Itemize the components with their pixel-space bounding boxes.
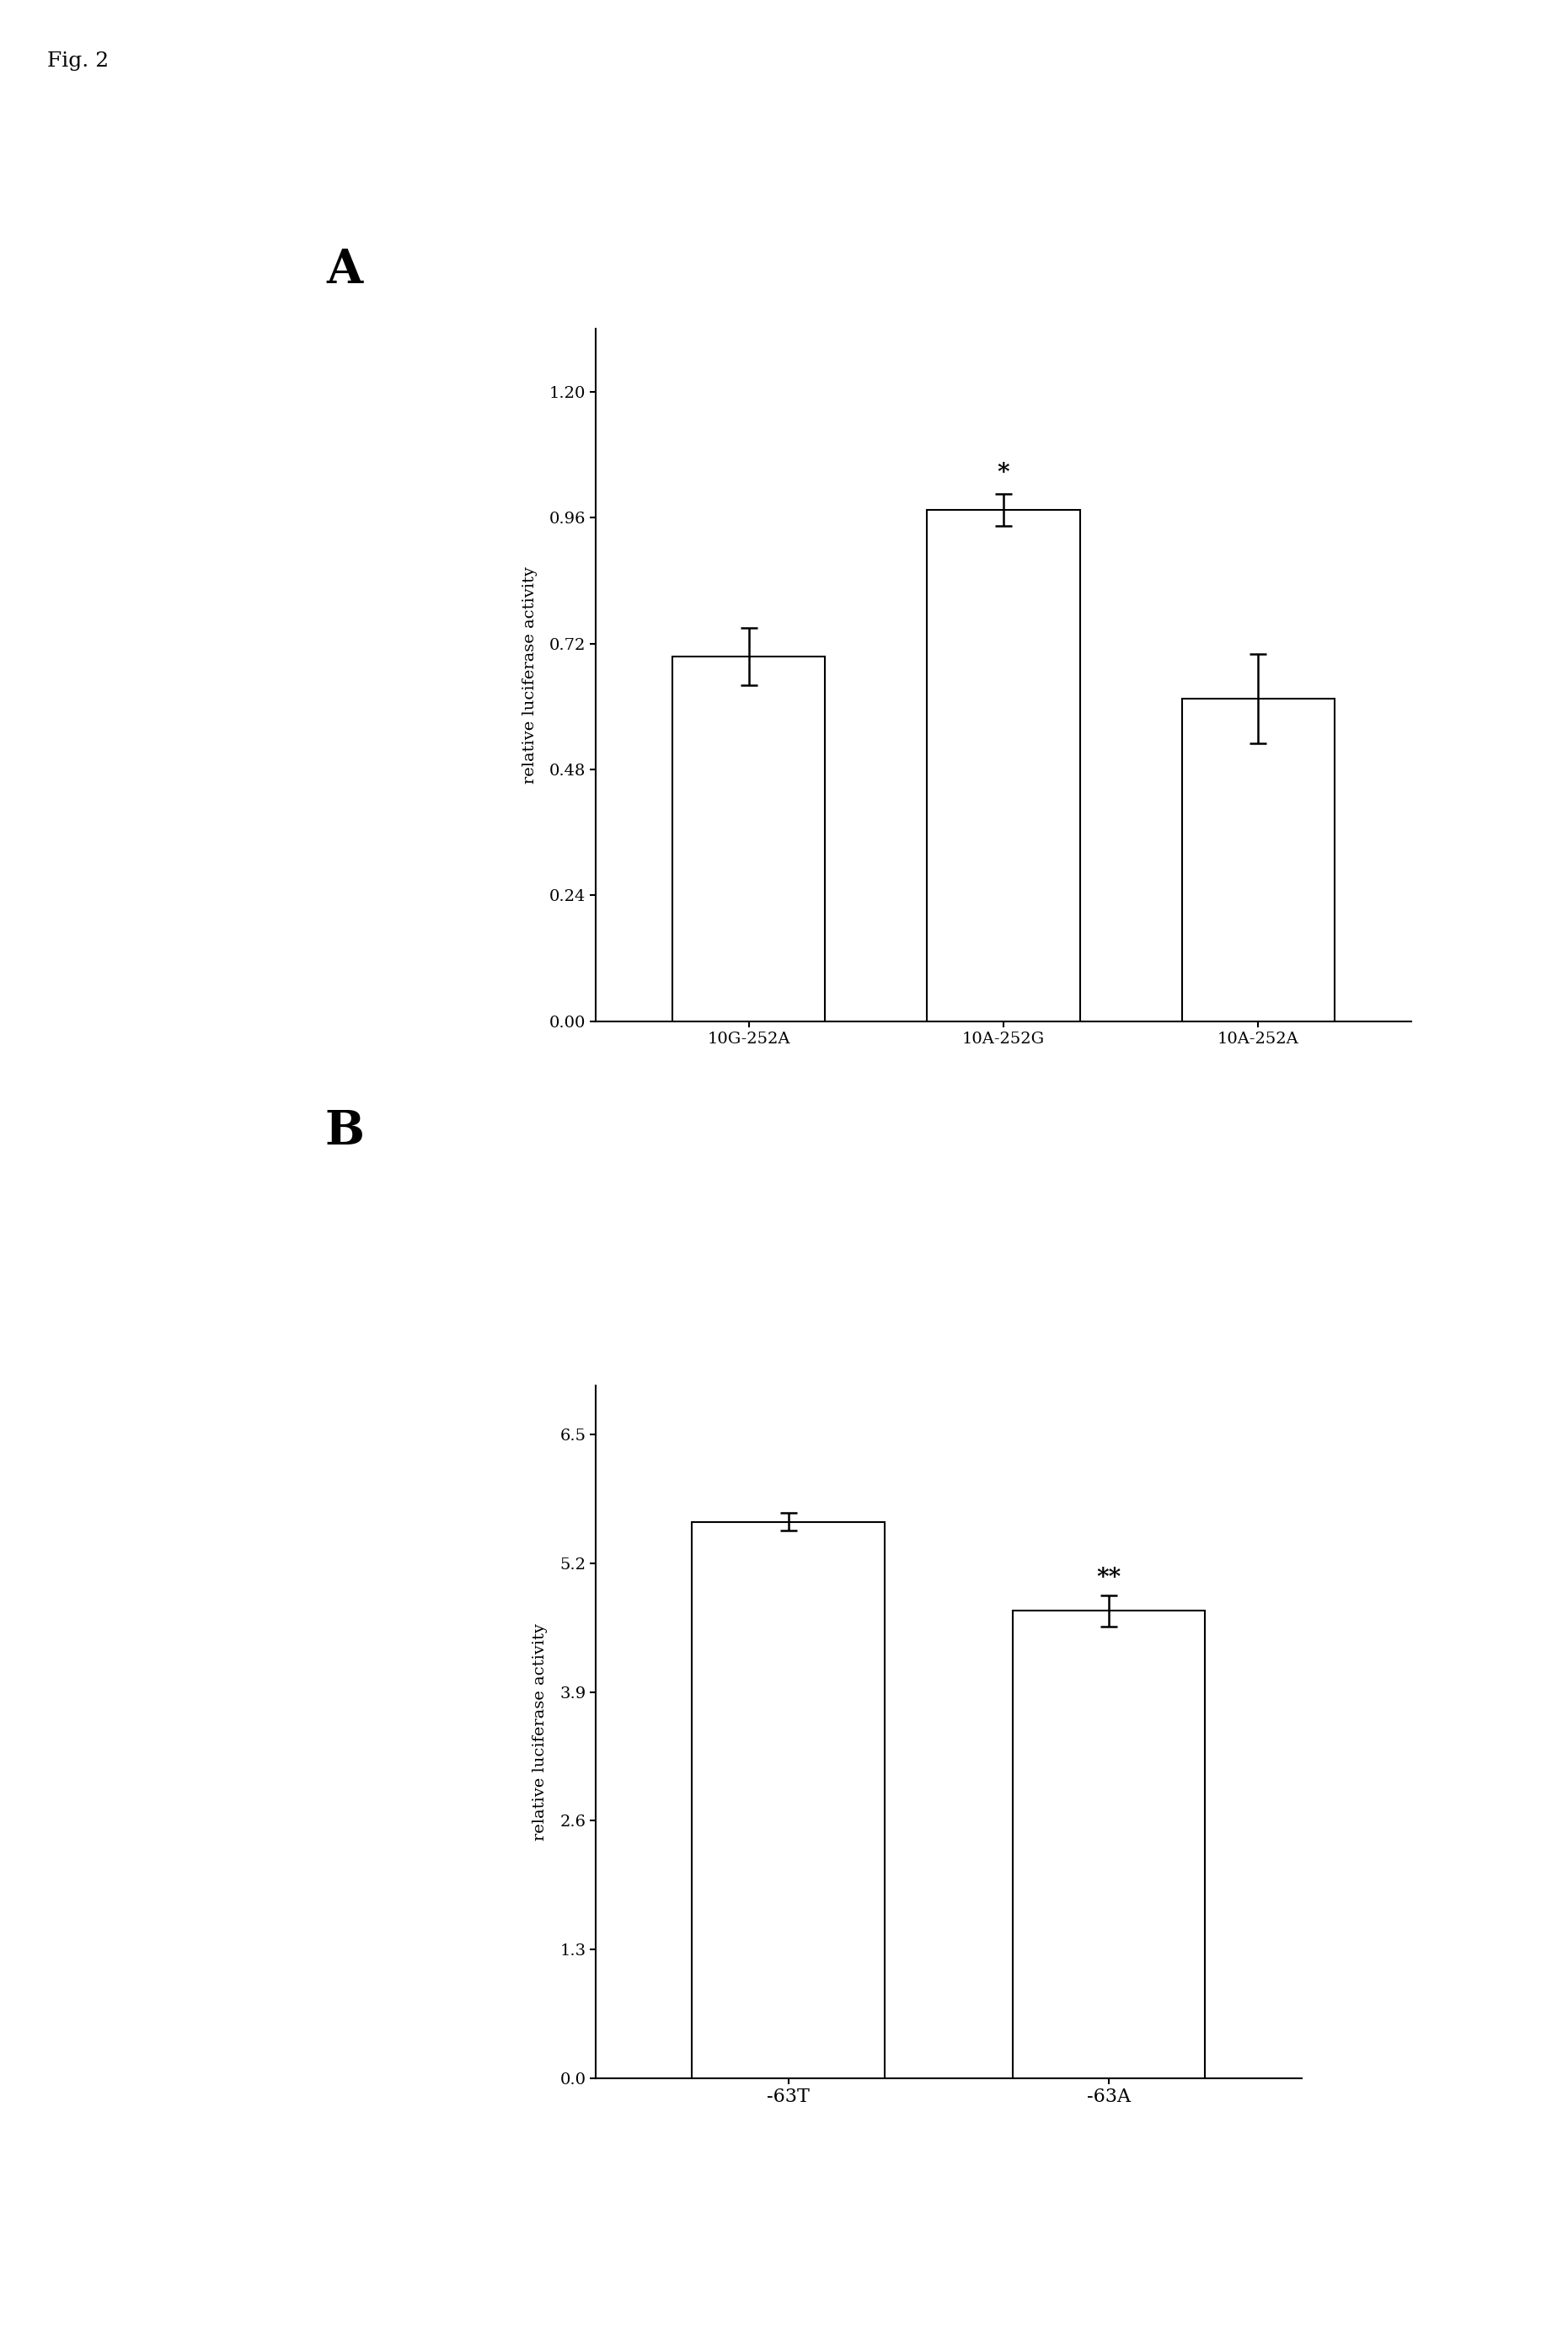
Bar (1182, 700, 1334, 1021)
Text: Fig. 2: Fig. 2 (47, 52, 108, 70)
Text: **: ** (1096, 1566, 1121, 1590)
Text: *: * (997, 463, 1010, 484)
Bar (673, 657, 825, 1021)
Y-axis label: relative luciferase activity: relative luciferase activity (522, 566, 538, 784)
Bar (1013, 1611, 1206, 2078)
Bar (927, 510, 1080, 1021)
Text: A: A (326, 247, 364, 294)
Text: B: B (325, 1108, 365, 1155)
Bar (691, 1522, 884, 2078)
Y-axis label: relative luciferase activity: relative luciferase activity (533, 1622, 547, 1841)
